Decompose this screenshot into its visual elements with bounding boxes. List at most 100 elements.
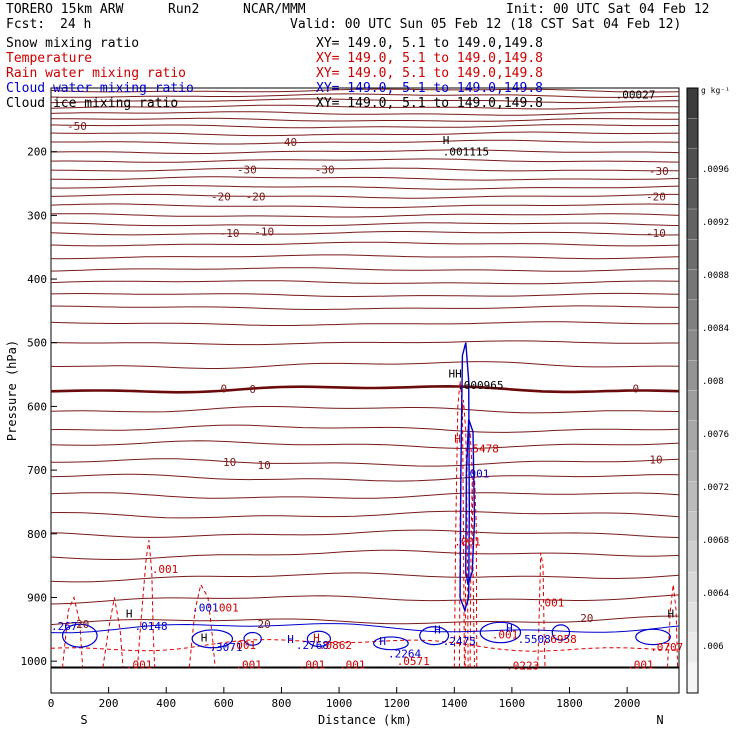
cloud-water-contour: [551, 624, 571, 641]
temperature-contour: [50, 213, 680, 218]
x-tick-label: 600: [214, 697, 234, 710]
temperature-contour: [50, 193, 679, 199]
x-tick-label: 1200: [383, 697, 410, 710]
colorbar-cell: [686, 420, 699, 452]
temperature-label: -20: [211, 190, 231, 203]
valid-time: Valid: 00 UTC Sun 05 Feb 12 (18 CST Sat …: [290, 17, 682, 32]
y-tick-label: 400: [27, 273, 47, 286]
colorbar-cell: [686, 602, 699, 634]
value-label: .001: [627, 658, 654, 671]
value-label: H: [443, 134, 450, 147]
colorbar-cell: [686, 178, 699, 210]
x-tick-label: 400: [156, 697, 176, 710]
value-label: .00027: [616, 88, 656, 101]
legend-cloudwater-name: Cloud water mixing ratio: [6, 81, 194, 96]
legend-cloudice-xy: XY= 149.0, 5.1 to 149.0,149.8: [316, 96, 543, 111]
temperature-label: -10: [254, 225, 274, 238]
rain-water-contour: [469, 476, 478, 668]
y-tick-label: 200: [27, 146, 47, 159]
colorbar-tick-label: .0076: [702, 430, 729, 440]
cloud-water-contour: [459, 342, 471, 613]
temperature-contour: [50, 222, 680, 227]
temperature-label: -30: [649, 165, 669, 178]
temperature-contour: [50, 572, 680, 583]
y-tick-label: 600: [27, 400, 47, 413]
temperature-contour: [50, 124, 680, 129]
temperature-contour: [50, 231, 680, 236]
temperature-contour: [50, 117, 679, 122]
value-label: H: [201, 632, 208, 645]
cloud-water-contour: [243, 631, 262, 646]
colorbar-cell: [686, 632, 699, 664]
value-label: .000965: [457, 379, 503, 392]
temperature-contour: [50, 203, 680, 209]
temperature-contour: [50, 321, 680, 326]
temperature-label: 0: [249, 383, 256, 396]
colorbar-unit: g kg⁻¹: [701, 86, 730, 95]
legend-cloudwater-xy: XY= 149.0, 5.1 to 149.0,149.8: [316, 81, 543, 96]
rain-water-contour: [62, 595, 84, 668]
colorbar-cell: [686, 541, 699, 573]
value-label: .2475: [443, 635, 476, 648]
value-label: .001: [126, 658, 152, 671]
value-label: H: [379, 635, 386, 648]
temperature-label: -20: [646, 190, 666, 203]
colorbar-cell: [686, 269, 699, 301]
temperature-contour: [50, 184, 680, 190]
temperature-contour: [51, 458, 680, 467]
colorbar: .0096 .0092 .0088 .0084 .008 .0076 .0072 .0068.…: [686, 86, 730, 694]
temperature-contour: [50, 510, 680, 519]
temperature-contour: [50, 98, 679, 104]
value-label: .001: [299, 658, 326, 671]
colorbar-cell: [686, 390, 699, 422]
temperature-contour: [50, 529, 680, 538]
value-label: .001: [339, 658, 366, 671]
rain-water-contour: [136, 540, 156, 668]
value-label: HH: [449, 367, 462, 380]
cloud-water-contour: [50, 623, 680, 634]
legend-cloudice-name: Cloud ice mixing ratio: [6, 96, 179, 111]
y-tick-label: 800: [27, 528, 47, 541]
rain-water-contours: [50, 380, 680, 668]
colorbar-tick-label: .0072: [702, 483, 729, 493]
colorbar-tick-label: .0084: [702, 324, 729, 334]
y-tick-label: 1000: [21, 655, 48, 668]
value-label: .001: [235, 658, 262, 671]
x-tick-label: 1000: [326, 697, 353, 710]
y-axis-title: Pressure (hPa): [5, 340, 19, 441]
value-label: H: [667, 607, 674, 620]
colorbar-tick-label: .006: [702, 642, 724, 652]
temperature-contour: [50, 241, 680, 247]
temperature-label: -20: [246, 190, 266, 203]
colorbar-tick-label: .0068: [702, 536, 729, 546]
value-label: .2264: [388, 648, 421, 661]
temperature-contour: [50, 111, 679, 116]
temperature-label: 10: [258, 459, 271, 472]
x-tick-label: 1400: [441, 697, 468, 710]
y-tick-label: 300: [27, 209, 47, 222]
x-tick-label: 2000: [614, 697, 641, 710]
colorbar-tick-label: .0064: [702, 589, 729, 599]
legend-temp-xy: XY= 149.0, 5.1 to 149.0,149.8: [316, 51, 543, 66]
value-label: .001: [463, 467, 490, 480]
value-label: .6958: [544, 633, 577, 646]
rain-water-contour: [537, 552, 546, 668]
colorbar-cell: [686, 329, 699, 361]
value-label: .267: [51, 620, 78, 633]
value-label: .001: [152, 563, 179, 576]
temperature-contour: [50, 492, 680, 499]
temperature-contour: [50, 93, 680, 98]
temperature-label: -10: [646, 227, 666, 240]
temperature-label: 10: [649, 453, 662, 466]
value-label: .0571: [397, 655, 430, 668]
temperature-contour: [50, 149, 680, 155]
temperature-contour: [50, 594, 680, 605]
rain-water-contour: [667, 584, 679, 668]
y-tick-label: 500: [27, 337, 47, 350]
legend-temp-name: Temperature: [6, 51, 93, 66]
cloud-water-contour: [479, 621, 522, 644]
forecast-label: Fcst:: [6, 17, 46, 32]
org-label: NCAR/MMM: [243, 2, 306, 17]
temperature-contour: [50, 440, 680, 449]
